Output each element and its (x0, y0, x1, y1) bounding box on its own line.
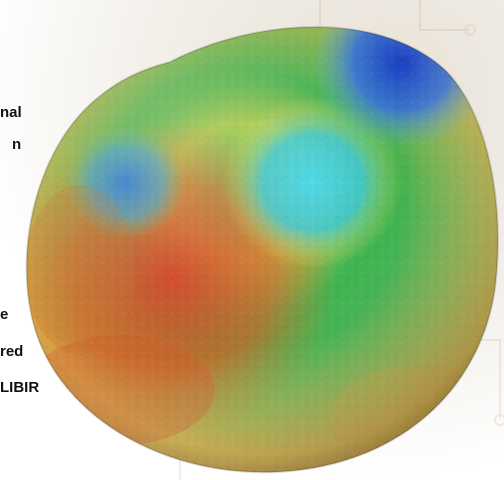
caption-fragment-4: red (0, 343, 24, 360)
caption-fragment-5: LIBIR (0, 379, 40, 396)
caption-fragment-2: n (12, 136, 22, 153)
caption-fragment-3: e (0, 306, 9, 323)
caption-fragment-1: nal (0, 104, 22, 121)
